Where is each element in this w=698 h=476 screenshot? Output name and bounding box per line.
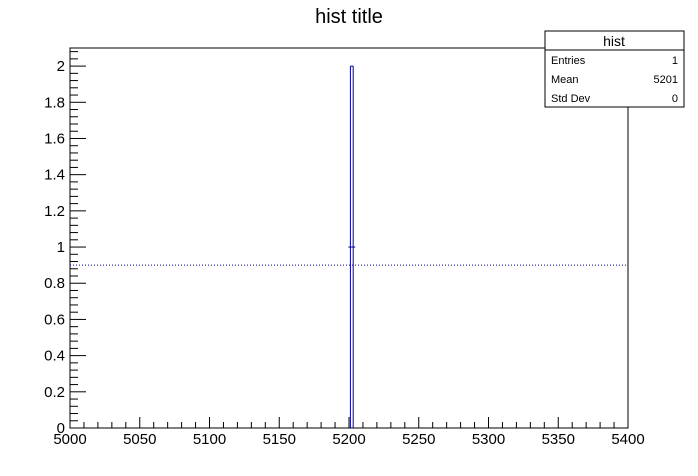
x-tick-label: 5050 [123, 431, 156, 448]
y-tick-label: 0.8 [44, 275, 65, 292]
x-tick-label: 5100 [193, 431, 226, 448]
x-tick-label: 5350 [542, 431, 575, 448]
stats-entries-value: 1 [672, 55, 678, 67]
x-tick-label: 5150 [263, 431, 296, 448]
y-axis: 0 0.2 0.4 0.6 0.8 1 1.2 1.4 1.6 1.8 2 [44, 51, 86, 437]
stats-mean-value: 5201 [654, 74, 678, 86]
y-tick-label: 0.2 [44, 384, 65, 401]
y-tick-label: 1 [57, 239, 65, 256]
x-tick-label: 5000 [53, 431, 86, 448]
y-tick-label: 1.6 [44, 130, 65, 147]
x-tick-label: 5200 [332, 431, 365, 448]
stats-box-title: hist [603, 33, 625, 49]
y-tick-label: 1.2 [44, 203, 65, 220]
histogram-data [70, 65, 628, 428]
plot-frame [69, 47, 629, 429]
x-tick-label: 5300 [472, 431, 505, 448]
stats-box: hist Entries 1 Mean 5201 Std Dev 0 [544, 30, 685, 108]
x-tick-label: 5400 [611, 431, 644, 448]
stats-stddev-label: Std Dev [551, 93, 591, 105]
stats-box-border [544, 30, 685, 108]
chart-title: hist title [315, 6, 383, 28]
y-tick-label: 0.4 [44, 348, 65, 365]
y-tick-label: 2 [57, 58, 65, 75]
stats-stddev-value: 0 [672, 93, 678, 105]
stats-entries-label: Entries [551, 55, 586, 67]
x-tick-label: 5250 [402, 431, 435, 448]
x-axis: 5000 5050 5100 5150 5200 5250 5300 5350 5400 [53, 417, 645, 448]
y-tick-label: 1.8 [44, 94, 65, 111]
stats-mean-label: Mean [551, 74, 579, 86]
plot-area-border [69, 47, 629, 429]
y-tick-label: 1.4 [44, 167, 65, 184]
y-tick-label: 0.6 [44, 311, 65, 328]
y-tick-label: 0 [57, 420, 65, 437]
